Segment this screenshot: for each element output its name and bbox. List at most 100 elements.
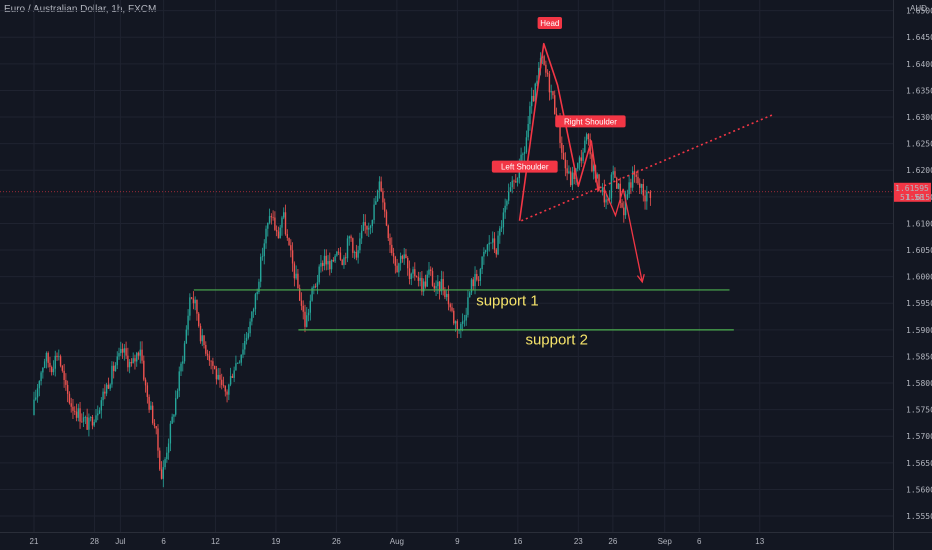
candle-body <box>428 269 430 275</box>
candle-body <box>598 174 600 191</box>
candle-body <box>495 249 497 255</box>
x-tick-label: 28 <box>90 537 99 546</box>
neckline <box>520 113 774 222</box>
candle-body <box>626 194 629 199</box>
candle-body <box>109 384 111 389</box>
candle-body <box>81 421 83 423</box>
candle-body <box>398 263 400 273</box>
candle-body <box>368 227 370 230</box>
candle-body <box>201 335 203 342</box>
candle-body <box>100 400 103 411</box>
candle-body <box>144 379 147 386</box>
candle-body <box>453 310 455 324</box>
candle-body <box>249 321 251 334</box>
candle-body <box>396 265 398 273</box>
x-tick-label: 13 <box>755 537 764 546</box>
candle-body <box>633 171 636 175</box>
candle-body <box>206 353 209 356</box>
candle-body <box>646 191 648 202</box>
candle-body <box>642 184 644 196</box>
candle-body <box>415 276 418 278</box>
y-tick-label: 1.62500 <box>906 140 932 149</box>
candle-body <box>180 363 182 372</box>
candle-body <box>571 172 574 186</box>
x-tick-label: Aug <box>390 537 404 546</box>
candle-body <box>56 355 58 358</box>
candle-body <box>47 352 49 363</box>
candle-body <box>169 423 172 444</box>
y-tick-label: 1.57500 <box>906 406 932 415</box>
candle-body <box>417 276 420 281</box>
candle-body <box>649 191 652 198</box>
candle-body <box>516 178 519 183</box>
candle-body <box>65 380 67 385</box>
candle-body <box>359 238 361 251</box>
candle-body <box>529 106 531 125</box>
y-tick-label: 1.60000 <box>906 273 932 282</box>
candle-body <box>444 289 446 298</box>
candle-body <box>631 171 634 188</box>
candle-body <box>137 352 140 356</box>
candle-body <box>272 217 274 219</box>
x-tick-label: 12 <box>211 537 220 546</box>
candle-body <box>166 452 168 460</box>
candle-body <box>217 374 219 380</box>
candle-body <box>610 174 613 199</box>
candle-body <box>42 367 44 373</box>
candle-body <box>387 225 389 239</box>
candle-body <box>162 467 164 479</box>
candle-body <box>244 340 246 350</box>
candle-body <box>113 365 115 372</box>
y-tick-label: 1.64000 <box>906 60 932 69</box>
candle-body <box>373 204 375 221</box>
candle-body <box>318 266 320 283</box>
candle-body <box>554 95 556 115</box>
candle-body <box>463 320 466 322</box>
candle-body <box>580 157 583 161</box>
candle-body <box>515 181 517 183</box>
candle-body <box>438 281 441 292</box>
candle-body <box>585 134 588 141</box>
candle-body <box>366 225 368 230</box>
candle-body <box>644 195 646 202</box>
projection-arrowhead <box>636 274 645 284</box>
candle-body <box>426 274 428 287</box>
candle-body <box>421 277 423 292</box>
candle-body <box>456 321 459 331</box>
candle-body <box>323 255 326 266</box>
candle-body <box>566 168 568 174</box>
candle-body <box>297 273 299 289</box>
candle-body <box>327 261 329 265</box>
candle-body <box>465 314 467 321</box>
candle-body <box>228 384 230 395</box>
x-tick-label: 16 <box>513 537 522 546</box>
pattern-line <box>518 42 599 221</box>
candle-body <box>562 152 565 160</box>
candle-body <box>189 297 191 316</box>
candle-body <box>337 251 340 253</box>
candle-body <box>350 236 352 239</box>
candle-body <box>504 205 506 213</box>
candle-body <box>414 269 416 277</box>
candle-body <box>346 238 349 259</box>
candle-body <box>283 212 285 218</box>
candle-body <box>332 259 335 262</box>
candle-body <box>616 177 618 189</box>
candle-body <box>607 199 609 201</box>
candle-body <box>407 258 409 269</box>
candle-body <box>210 360 212 362</box>
candle-body <box>637 176 639 184</box>
candle-body <box>500 227 503 229</box>
candle-body <box>399 255 402 264</box>
candle-body <box>592 165 595 172</box>
candle-body <box>114 365 117 372</box>
x-tick-label: 6 <box>697 537 702 546</box>
candle-body <box>98 410 101 414</box>
candle-body <box>123 348 126 353</box>
candle-body <box>330 259 333 270</box>
candle-body <box>608 198 611 200</box>
candle-body <box>231 376 234 378</box>
candle-body <box>497 235 499 255</box>
candle-body <box>603 187 606 203</box>
